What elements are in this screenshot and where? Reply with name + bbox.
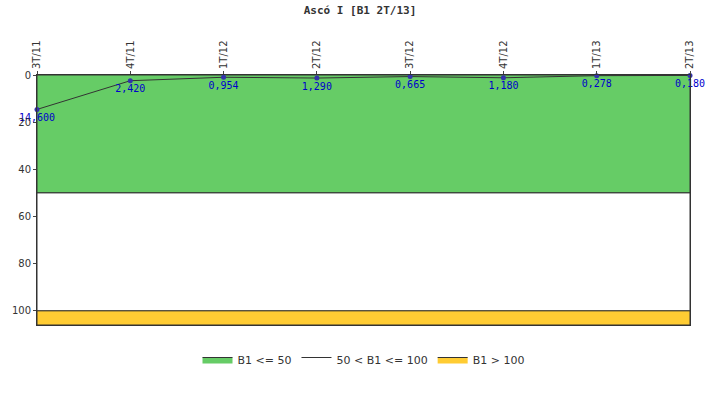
svg-text:40: 40: [18, 164, 31, 175]
svg-text:B1 > 100: B1 > 100: [473, 354, 525, 367]
svg-text:50 < B1 <= 100: 50 < B1 <= 100: [336, 354, 427, 367]
svg-text:0,954: 0,954: [209, 80, 239, 91]
svg-text:0,665: 0,665: [395, 79, 425, 90]
svg-text:60: 60: [18, 211, 31, 222]
svg-text:0,180: 0,180: [675, 78, 705, 89]
svg-text:0: 0: [25, 70, 31, 81]
svg-text:0,278: 0,278: [582, 78, 612, 89]
svg-text:1,180: 1,180: [488, 80, 518, 91]
svg-text:2T/12: 2T/12: [311, 40, 322, 69]
svg-text:1,290: 1,290: [302, 81, 332, 92]
svg-text:B1 <= 50: B1 <= 50: [238, 354, 292, 367]
svg-text:3T/12: 3T/12: [404, 40, 415, 69]
svg-text:3T/11: 3T/11: [31, 40, 42, 69]
svg-text:14,600: 14,600: [19, 112, 55, 123]
svg-text:100: 100: [12, 305, 31, 316]
svg-text:4T/11: 4T/11: [125, 40, 136, 69]
svg-text:2,420: 2,420: [115, 83, 145, 94]
svg-text:Ascó I [B1 2T/13]: Ascó I [B1 2T/13]: [304, 4, 417, 17]
svg-text:20: 20: [18, 117, 31, 128]
svg-text:80: 80: [18, 258, 31, 269]
svg-text:2T/13: 2T/13: [684, 40, 695, 69]
svg-text:1T/13: 1T/13: [591, 40, 602, 69]
svg-text:4T/12: 4T/12: [498, 40, 509, 69]
svg-text:1T/12: 1T/12: [218, 40, 229, 69]
